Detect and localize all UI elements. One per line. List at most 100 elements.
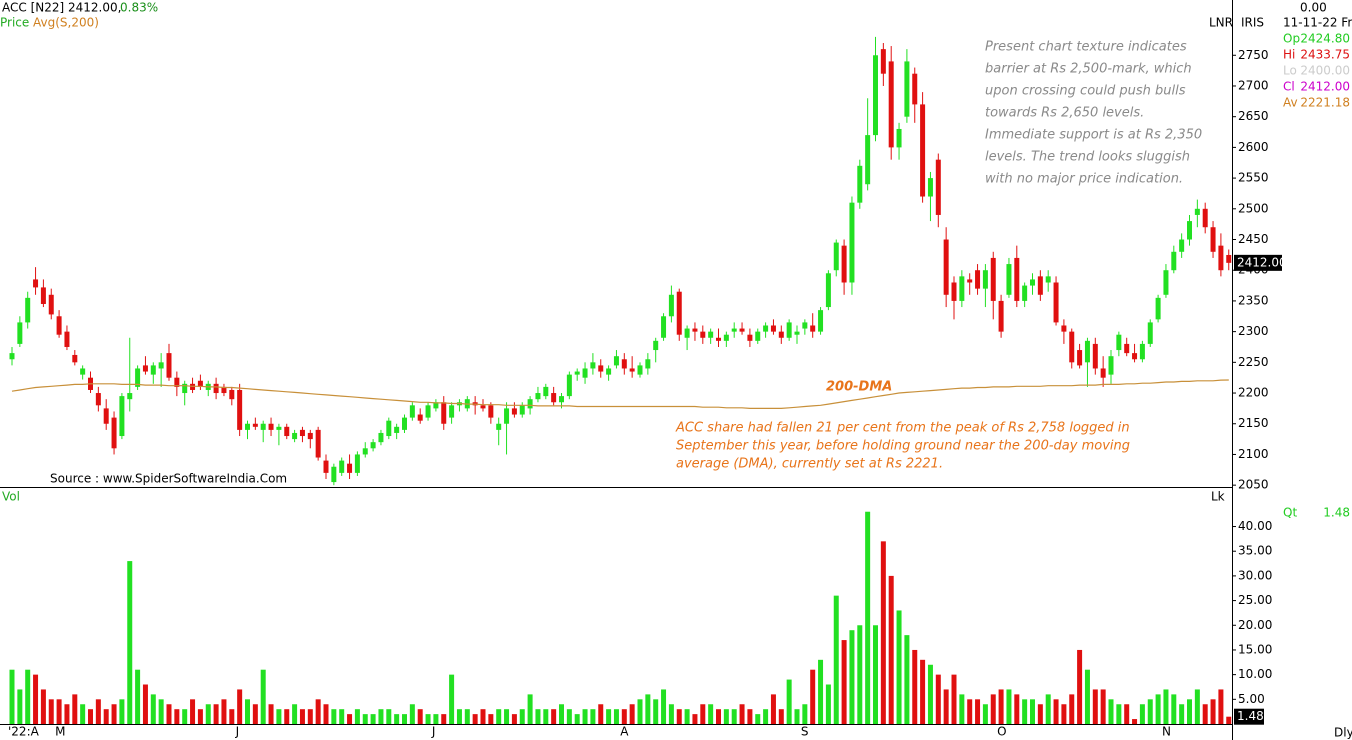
volume-bar (606, 709, 612, 724)
candle-body (17, 322, 23, 344)
volume-bar (841, 640, 847, 724)
volume-bar (747, 709, 753, 724)
candle-body (598, 365, 604, 372)
candle-body (708, 331, 714, 338)
candle-body (1147, 322, 1153, 344)
volume-bar (1077, 649, 1083, 724)
volume-bar (700, 704, 706, 724)
volume-bar (284, 709, 290, 724)
candle-body (1077, 350, 1083, 366)
volume-bar (943, 689, 949, 724)
volume-bar (496, 709, 502, 724)
y-tick-label: 2600 (1238, 140, 1269, 154)
candle-body (582, 368, 588, 378)
volume-bar (951, 674, 957, 724)
candle-body (621, 359, 627, 369)
y-tick-label: 2200 (1238, 386, 1269, 400)
candle-body (857, 165, 863, 203)
candle-body (213, 383, 219, 394)
candle-body (645, 359, 651, 369)
candle-body (307, 432, 313, 440)
source: Source : www.SpiderSoftwareIndia.Com (50, 472, 287, 486)
candle-body (1202, 208, 1208, 228)
x-tick-label: N (1162, 725, 1171, 739)
candle-body (967, 279, 973, 283)
volume-bar (818, 659, 824, 724)
volume-bar (276, 709, 282, 724)
volume-bar (252, 704, 258, 724)
volume-bar (362, 714, 368, 724)
volume-bar (519, 709, 525, 724)
candle-body (480, 405, 486, 409)
volume-tick-label: 20.00 (1238, 618, 1272, 632)
candle-body (566, 374, 572, 397)
candle-body (1053, 282, 1059, 323)
candle-body (103, 408, 109, 424)
price: 2412.00, (68, 1, 121, 15)
volume-bar (40, 689, 46, 724)
candle-body (865, 135, 871, 185)
iris: IRIS (1241, 16, 1264, 30)
volume-bar (127, 561, 133, 724)
volume-bar (825, 684, 831, 724)
candle-body (543, 386, 549, 397)
change: 0.83% (120, 1, 158, 15)
volume-bar (637, 699, 643, 724)
corner-value: 0.00 (1300, 1, 1327, 15)
candle-body (896, 128, 902, 148)
date: 11-11-22 Fri (1283, 16, 1352, 30)
volume-bar (33, 674, 39, 724)
candle-body (354, 454, 360, 473)
candle-body (786, 322, 792, 338)
candle-body (770, 325, 776, 332)
legend-price: Price (0, 16, 29, 30)
volume-bar (645, 694, 651, 724)
candle-body (339, 460, 345, 473)
y-tick-label: 2300 (1238, 324, 1269, 338)
candle-body (1139, 343, 1145, 360)
candle-body (504, 408, 510, 424)
candle-body (425, 405, 431, 418)
candle-body (197, 380, 203, 387)
volume-bar (150, 694, 156, 724)
note-top: towards Rs 2,650 levels. (985, 106, 1144, 121)
volume-bar (1100, 689, 1106, 724)
candle-body (417, 414, 423, 421)
candle-body (1108, 356, 1114, 375)
volume-bar (778, 709, 784, 724)
volume-unit: Lk (1211, 490, 1225, 504)
symbol: ACC [N22] (2, 1, 64, 15)
volume-bar (904, 635, 910, 724)
candle-body (347, 463, 353, 473)
volume-bar (511, 714, 517, 724)
volume-bar (574, 714, 580, 724)
candle-body (449, 405, 455, 418)
volume-bar (1155, 694, 1161, 724)
note-bottom: September this year, before holding grou… (676, 439, 1130, 454)
y-tick-label: 2150 (1238, 416, 1269, 430)
candle-body (174, 377, 180, 387)
volume-bar (865, 511, 871, 724)
volume-bar (292, 704, 298, 724)
candle-body (72, 354, 78, 363)
candle-body (763, 325, 769, 332)
volume-bar (354, 709, 360, 724)
x-tick-label: S (801, 725, 809, 739)
y-tick-label: 2100 (1238, 447, 1269, 461)
volume-tick-label: 30.00 (1238, 568, 1272, 582)
candle-body (606, 368, 612, 375)
volume-bar (1084, 669, 1090, 724)
candle-body (1022, 285, 1028, 301)
candle-body (245, 423, 250, 430)
note-bottom: average (DMA), currently set at Rs 2221. (676, 457, 943, 472)
volume-bar (1218, 689, 1224, 724)
ma-line (11, 379, 1229, 409)
candle-body (276, 426, 282, 430)
volume-bar (205, 704, 211, 724)
volume-bar (56, 699, 62, 724)
x-tick-label: A (620, 725, 629, 739)
candle-body (1226, 254, 1232, 263)
volume-bar (1092, 689, 1098, 724)
volume-bar (72, 694, 78, 724)
volume-bar (566, 709, 572, 724)
